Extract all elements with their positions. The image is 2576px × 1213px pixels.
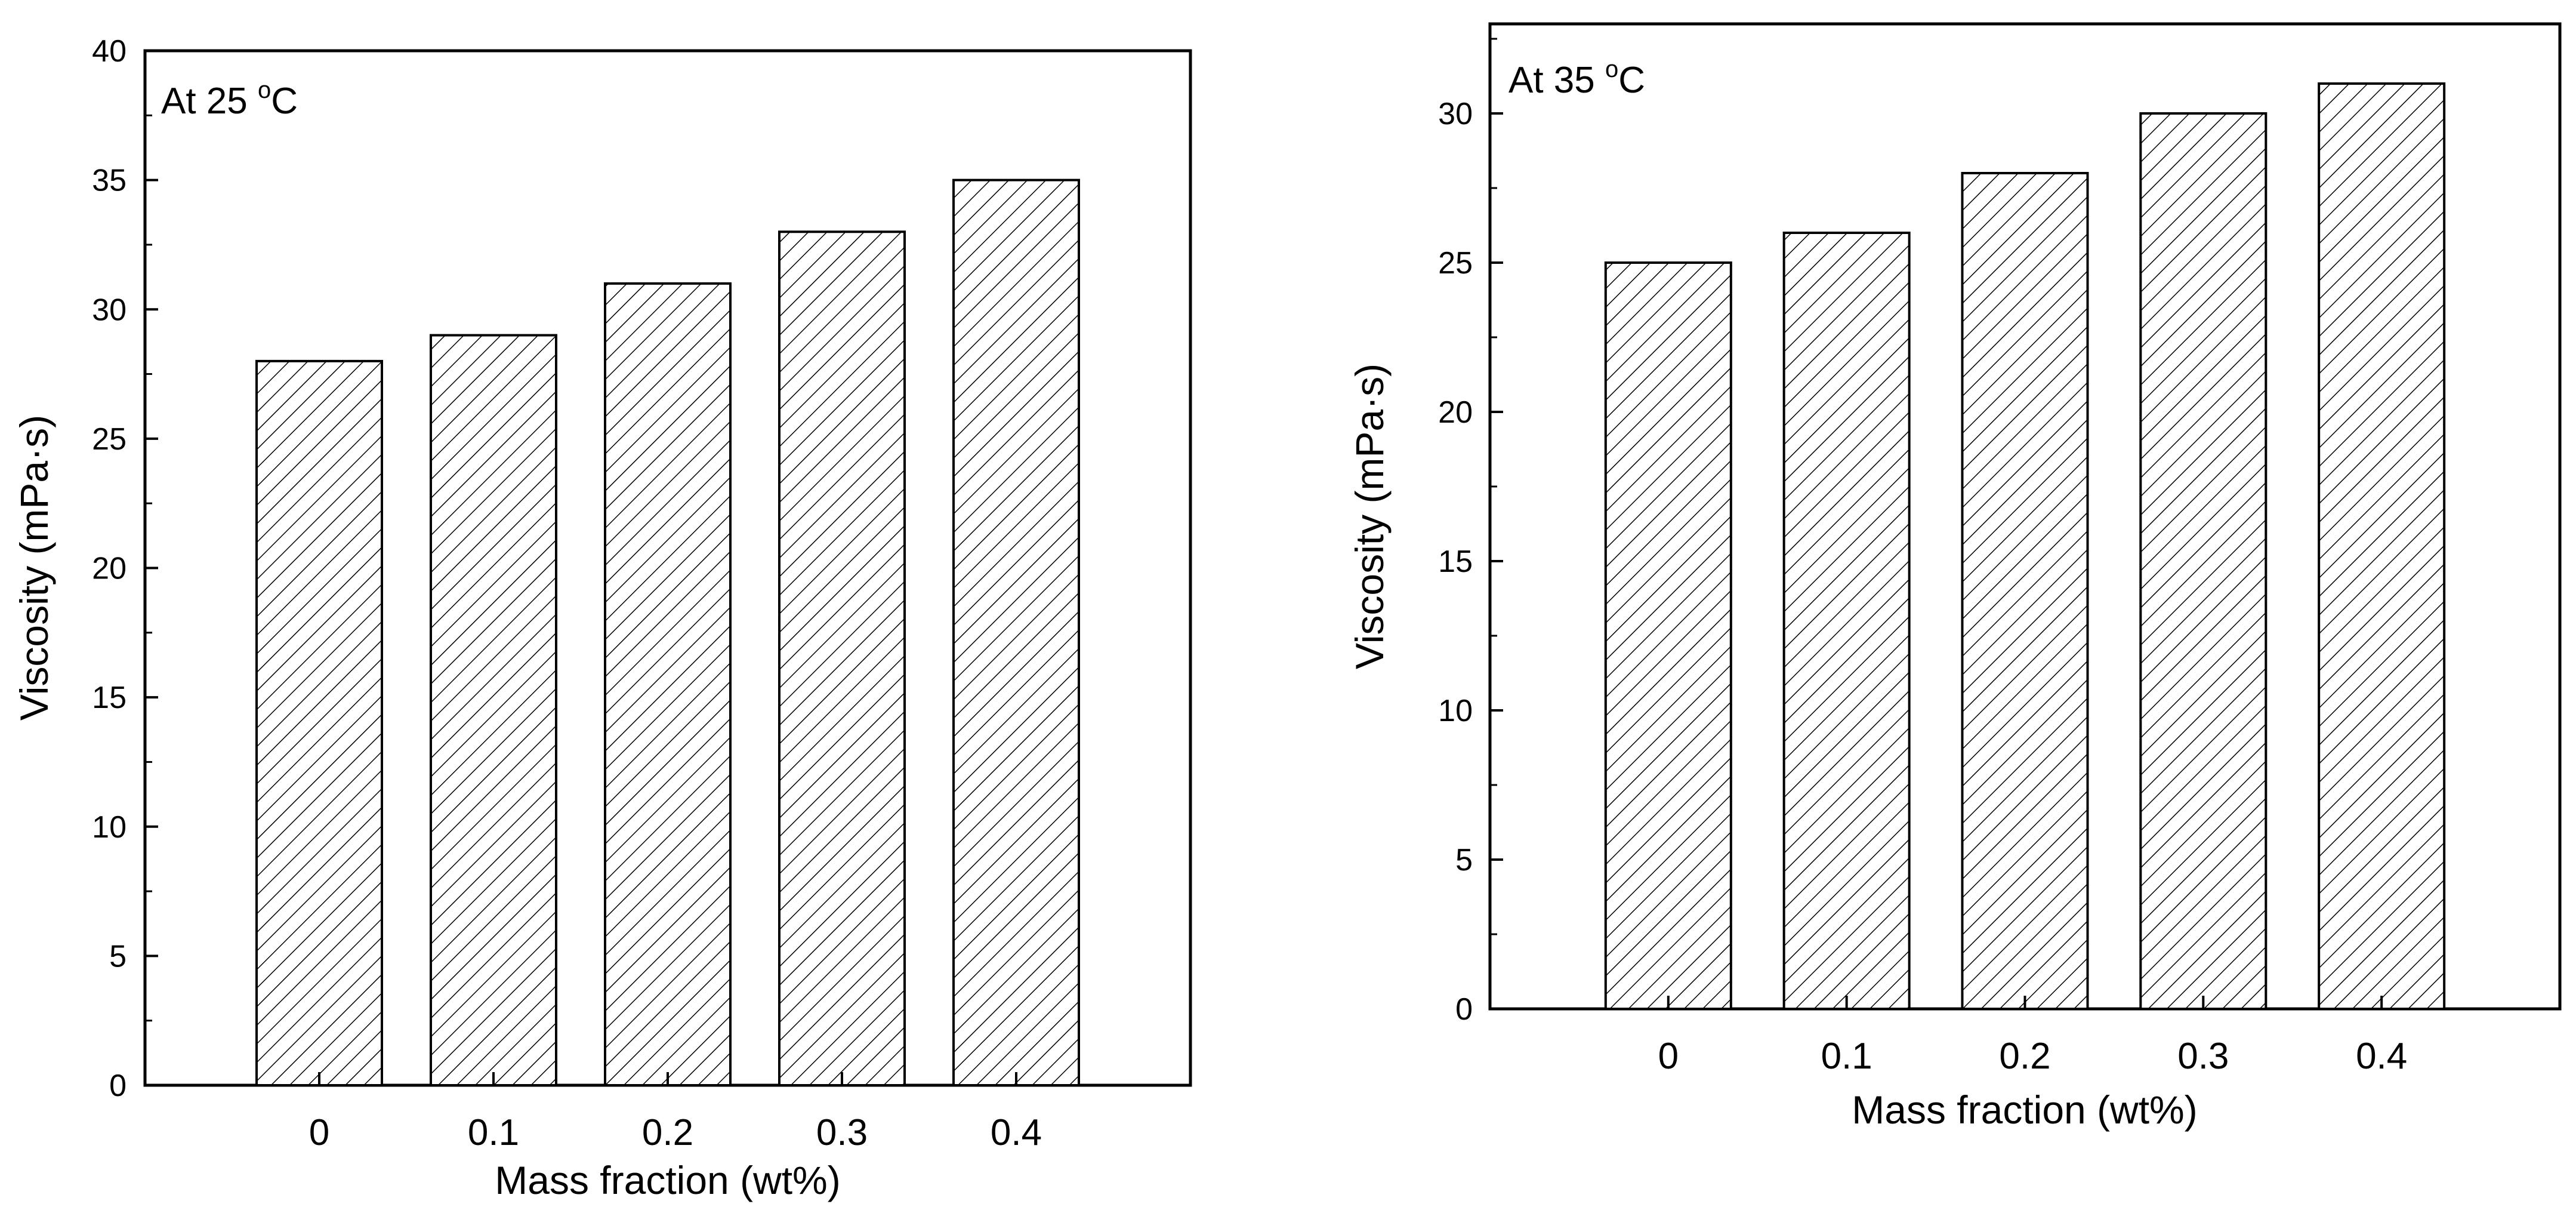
x-tick-label: 0.4 (991, 1112, 1042, 1153)
x-axis: 0 0.1 0.2 0.3 0.4 (1658, 996, 2407, 1077)
y-axis: 0 5 10 15 20 25 30 (1438, 38, 1503, 1027)
y-tick-label: 40 (92, 34, 127, 69)
x-axis: 0 0.1 0.2 0.3 0.4 (309, 1072, 1042, 1153)
y-tick-label: 5 (1455, 843, 1473, 878)
annotation: At 35 oC (1508, 56, 1645, 101)
y-tick-label: 10 (92, 810, 127, 845)
x-tick-label: 0.1 (1821, 1036, 1872, 1077)
x-tick-label: 0.1 (468, 1112, 519, 1153)
bar-0.1 (1782, 232, 1911, 1010)
y-tick-label: 5 (109, 939, 127, 974)
y-tick-label: 0 (1455, 992, 1473, 1027)
y-tick-label: 15 (92, 681, 127, 715)
y-tick-label: 30 (92, 293, 127, 327)
bar-0 (255, 359, 383, 1086)
bar-0.4 (952, 178, 1080, 1086)
bar-0.2 (604, 282, 732, 1086)
x-axis-title: Mass fraction (wt%) (495, 1158, 840, 1202)
y-axis: 0 5 10 15 20 25 30 35 40 (92, 34, 158, 1103)
y-axis-title: Viscosity (mPa·s) (1347, 364, 1392, 669)
bars (255, 178, 1080, 1087)
x-tick-label: 0.2 (642, 1112, 693, 1153)
chart-35c: At 35 oC 0 5 10 15 20 25 30 0 0.1 0.2 0.3 0.4 Mass… (1347, 22, 2562, 1132)
bar-0.3 (2139, 112, 2268, 1010)
bar-0.1 (430, 334, 557, 1087)
y-tick-label: 20 (1438, 395, 1473, 430)
y-tick-label: 15 (1438, 544, 1473, 579)
x-tick-label: 0.2 (1999, 1036, 2050, 1077)
y-axis-title: Viscosity (mPa·s) (12, 415, 56, 721)
x-axis-title: Mass fraction (wt%) (1852, 1088, 2197, 1132)
y-tick-label: 25 (1438, 246, 1473, 281)
x-tick-label: 0 (1658, 1036, 1679, 1077)
x-tick-label: 0.3 (2177, 1036, 2229, 1077)
x-tick-label: 0 (309, 1112, 329, 1153)
annotation: At 25 oC (161, 77, 298, 122)
bar-0.2 (1961, 172, 2089, 1010)
x-tick-label: 0.4 (2356, 1036, 2407, 1077)
y-tick-label: 0 (109, 1069, 127, 1103)
bar-0 (1604, 261, 1732, 1010)
y-tick-label: 35 (92, 164, 127, 198)
bar-0.3 (778, 230, 906, 1086)
x-tick-label: 0.3 (816, 1112, 868, 1153)
bar-0.4 (2318, 82, 2446, 1010)
y-tick-label: 30 (1438, 97, 1473, 131)
y-tick-label: 25 (92, 422, 127, 457)
y-tick-label: 10 (1438, 694, 1473, 728)
bars (1604, 82, 2446, 1010)
y-tick-label: 20 (92, 552, 127, 586)
